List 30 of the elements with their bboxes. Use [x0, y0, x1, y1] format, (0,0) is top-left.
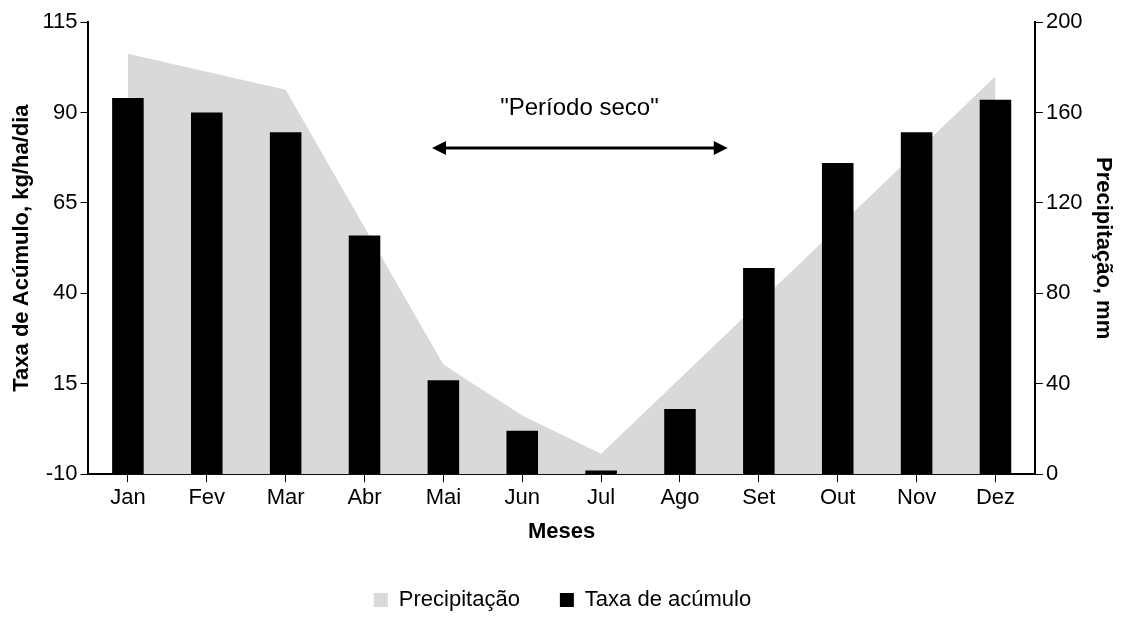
legend-label: Precipitação: [398, 586, 520, 612]
x-tick-label: Nov: [897, 484, 937, 510]
x-tick-label: Jun: [504, 484, 540, 510]
y-axis-title: Taxa de Acúmulo, kg/ha/dia: [8, 103, 34, 392]
y-tick-label: -10: [45, 460, 78, 486]
x-tick-label: Set: [742, 484, 776, 510]
x-tick-label: Mai: [425, 484, 462, 510]
legend-label: Taxa de acúmulo: [584, 586, 752, 612]
y-tick-label: 90: [52, 98, 78, 124]
y2-tick-label: 40: [1045, 369, 1071, 395]
x-tick-label: Mar: [266, 484, 305, 510]
x-tick-label: Dez: [975, 484, 1016, 510]
y2-tick-label: 200: [1045, 8, 1083, 34]
y2-axis-title: Precipitação, mm: [1091, 157, 1117, 340]
y-tick-label: 65: [52, 188, 78, 214]
y2-tick-label: 0: [1045, 460, 1059, 486]
y-tick-label: 40: [52, 279, 78, 305]
y-tick-label: 115: [42, 8, 78, 34]
x-axis-title: Meses: [528, 517, 596, 543]
y-tick-label: 15: [52, 369, 78, 395]
x-tick-label: Fev: [188, 484, 226, 510]
x-tick-label: Out: [819, 484, 856, 510]
y2-tick-label: 120: [1045, 188, 1083, 214]
x-tick-label: Abr: [347, 484, 382, 510]
x-tick-label: Ago: [660, 484, 700, 510]
y2-tick-label: 80: [1045, 279, 1071, 305]
x-tick-label: Jan: [110, 484, 146, 510]
x-tick-label: Jul: [587, 484, 616, 510]
y2-tick-label: 160: [1045, 98, 1083, 124]
annotation: "Período seco": [500, 92, 659, 120]
